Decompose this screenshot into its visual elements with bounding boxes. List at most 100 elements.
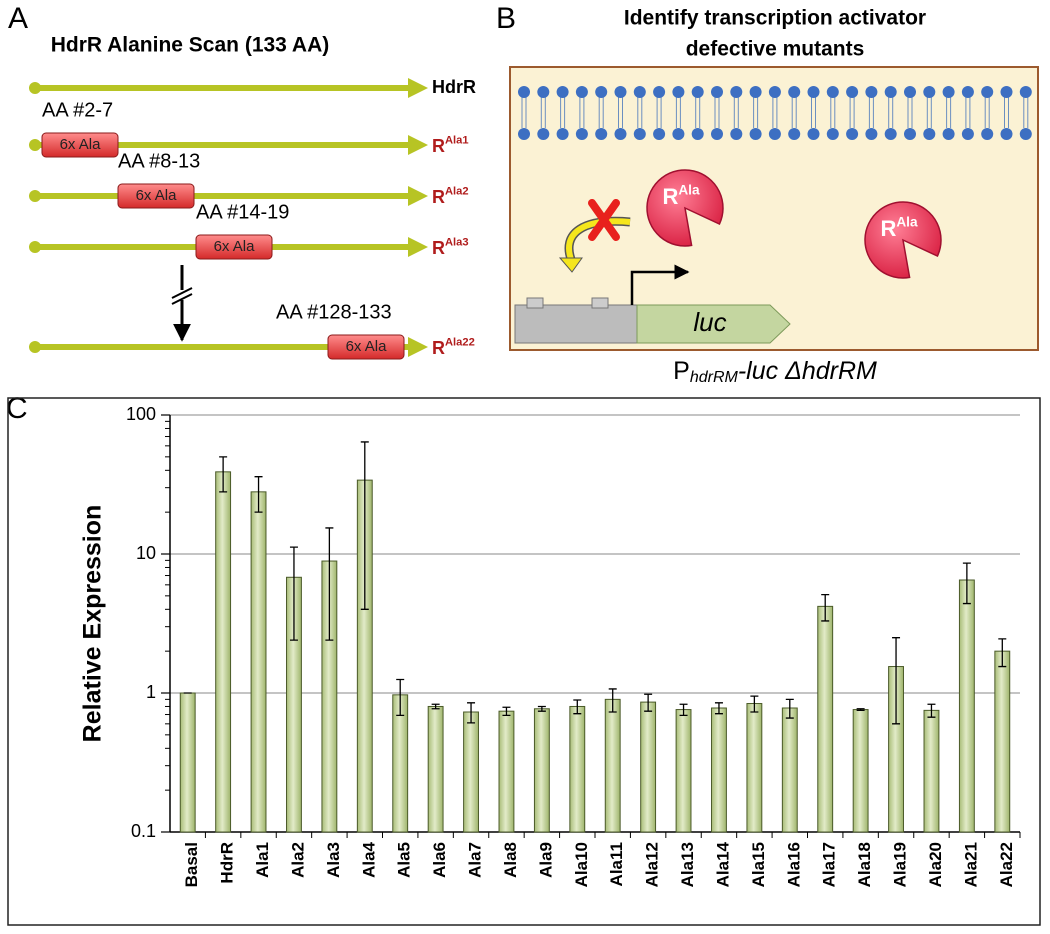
protein-base: R	[432, 338, 445, 358]
lipid-head	[884, 86, 897, 98]
protein-start	[29, 190, 41, 202]
lipid-head	[575, 86, 588, 98]
ala-box-label: 6x Ala	[214, 238, 256, 255]
lipid-head	[788, 86, 801, 98]
caption-rest: -luc	[738, 357, 785, 385]
range-label: AA #14-19	[196, 201, 289, 223]
bar	[852, 709, 869, 833]
lipid-tail	[946, 96, 952, 128]
lipid-head	[923, 86, 936, 98]
y-axis-label: Relative Expression	[79, 505, 107, 743]
lipid-tail	[965, 96, 971, 128]
lipid-head	[672, 86, 685, 98]
error-bar	[467, 702, 476, 724]
y-tick-label: 0.1	[131, 821, 156, 841]
protein-arrowhead	[408, 186, 428, 206]
lipid-head	[556, 86, 569, 98]
ala-box	[195, 234, 273, 260]
x-tick-label: Ala2	[288, 842, 307, 878]
lipid-tail	[637, 96, 643, 128]
lipid-head	[788, 128, 801, 140]
x-tick-label: Ala8	[501, 842, 520, 878]
lipid-tail	[811, 96, 816, 128]
bar	[994, 650, 1011, 833]
bar	[569, 705, 586, 833]
protein-base: R	[662, 184, 678, 209]
x-tick-label: Ala11	[607, 842, 626, 886]
x-tick-label: Ala6	[430, 842, 449, 878]
tss-arrow	[630, 264, 690, 305]
x-tick-label: Ala4	[359, 841, 378, 877]
error-bar	[608, 688, 617, 713]
lipid-tail	[714, 96, 720, 128]
lipid-head	[807, 86, 820, 98]
x-tick-label: Ala22	[997, 842, 1016, 887]
x-tick-label: Ala21	[961, 842, 980, 887]
lipid-tail	[733, 96, 739, 128]
lipid-head	[1000, 128, 1013, 140]
bar	[746, 703, 763, 833]
panel-label: A	[8, 2, 28, 35]
lipid-tail	[772, 96, 778, 128]
x-tick-label: Ala19	[891, 842, 910, 887]
lipid-head	[575, 128, 588, 140]
x-tick-label: HdrR	[218, 842, 237, 884]
bar	[463, 711, 479, 833]
x-tick-label: Ala17	[820, 842, 839, 887]
x-tick-label: Ala14	[713, 841, 732, 887]
lipid-head	[749, 86, 762, 98]
ala-box-label: 6x Ala	[346, 338, 388, 355]
error-bar	[785, 698, 794, 719]
x-tick-label: Ala18	[855, 842, 874, 887]
lipid-tail	[888, 96, 894, 128]
lipid-head	[961, 128, 974, 140]
lipid-head	[537, 86, 550, 98]
lipid-head	[846, 86, 859, 98]
error-bar	[750, 695, 759, 713]
lipid-head	[518, 86, 530, 98]
lipid-tail	[695, 96, 701, 128]
bar	[215, 471, 232, 833]
lipid-head	[711, 128, 723, 140]
error-bar	[396, 678, 405, 717]
x-tick-label: Basal	[182, 842, 201, 887]
panel-a-title: HdrR Alanine Scan (133 AA)	[51, 34, 330, 57]
protein-start	[29, 341, 41, 353]
protein-sup: Ala1	[445, 135, 469, 147]
lipid-head	[904, 86, 916, 98]
error-bar	[998, 638, 1007, 668]
activator-protein	[646, 169, 724, 247]
error-bar	[856, 708, 865, 712]
lipid-tail	[830, 96, 836, 128]
lipid-head	[595, 128, 608, 140]
lipid-head	[730, 86, 743, 98]
range-label: AA #8-13	[118, 150, 200, 172]
error-bar	[219, 456, 228, 493]
bar	[640, 701, 657, 833]
ala-box	[41, 132, 119, 158]
protein-start	[29, 241, 41, 253]
caption-delta: ΔhdrRM	[784, 357, 877, 385]
ala-box	[117, 183, 195, 209]
lipid-tail	[907, 96, 913, 128]
protein-arrowhead	[408, 135, 428, 155]
lipid-head	[672, 128, 685, 140]
lipid-head	[711, 86, 723, 98]
lipid-tail	[521, 96, 527, 128]
lipid-tail	[1004, 96, 1009, 128]
lipid-tail	[868, 96, 874, 128]
protein-sup: Ala	[896, 214, 918, 229]
lipid-head	[537, 128, 550, 140]
lipid-head	[614, 128, 627, 140]
bar	[533, 708, 550, 833]
protein-label: RAla	[880, 214, 918, 241]
ala-box-label: 6x Ala	[136, 187, 178, 204]
protein-label: RAla2	[432, 186, 469, 207]
range-label: AA #2-7	[42, 99, 113, 121]
error-bar	[927, 703, 936, 718]
luc-gene	[636, 304, 791, 344]
lipid-head	[1019, 128, 1032, 140]
x-tick-label: Ala3	[324, 842, 343, 878]
x-tick-label: Ala1	[253, 842, 272, 878]
